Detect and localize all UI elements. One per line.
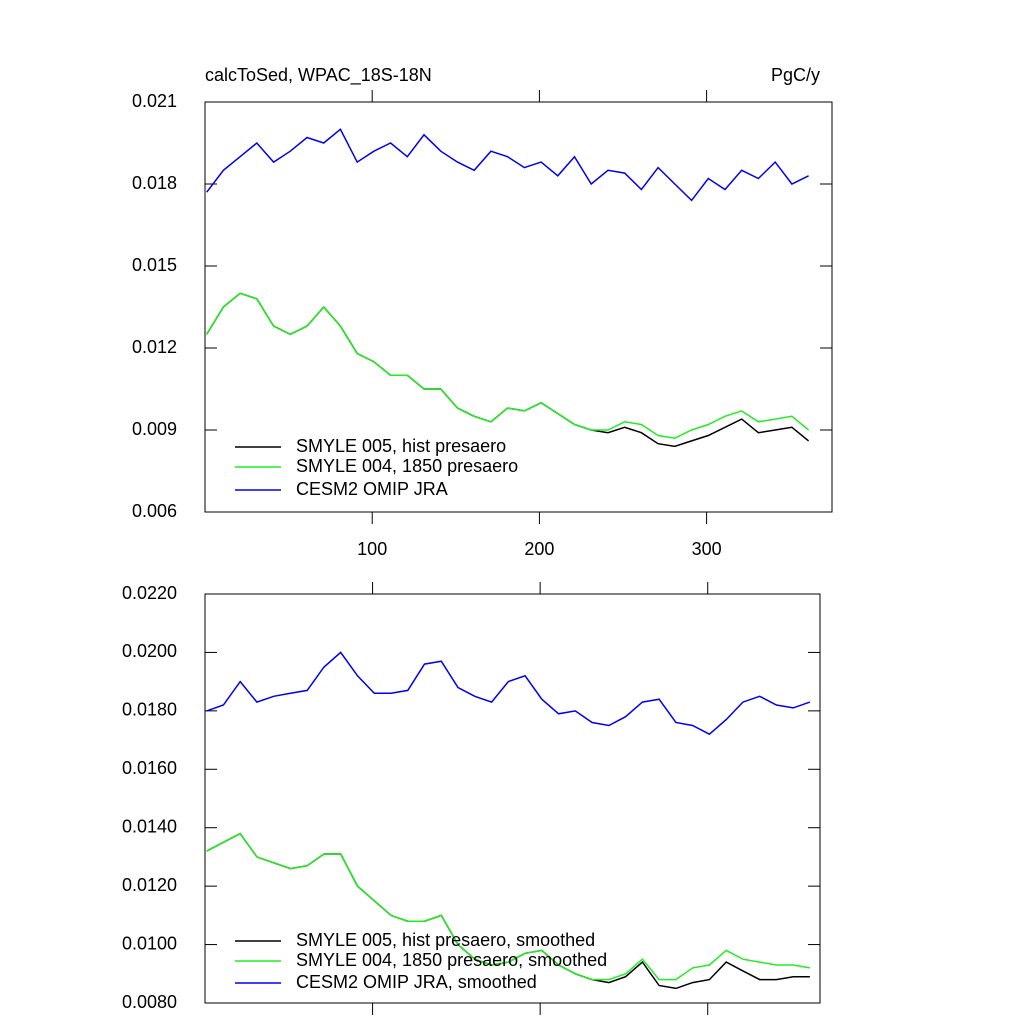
y-tick-label: 0.0100	[122, 933, 177, 953]
y-tick-label: 0.0160	[122, 758, 177, 778]
y-tick-label: 0.018	[132, 173, 177, 193]
y-tick-label: 0.012	[132, 337, 177, 357]
x-tick-label: 200	[524, 539, 554, 559]
legend-label: SMYLE 005, hist presaero, smoothed	[296, 930, 595, 950]
y-tick-label: 0.006	[132, 501, 177, 521]
series-line	[206, 292, 810, 439]
y-tick-label: 0.021	[132, 91, 177, 111]
y-tick-label: 0.0120	[122, 875, 177, 895]
plot-frame	[204, 101, 833, 513]
y-tick-label: 0.0200	[122, 641, 177, 661]
y-tick-label: 0.0220	[122, 583, 177, 603]
series-line	[206, 832, 811, 981]
plot-frame	[204, 593, 821, 1004]
series-line	[206, 292, 810, 448]
legend-label: SMYLE 004, 1850 presaero, smoothed	[296, 950, 607, 970]
y-tick-label: 0.015	[132, 255, 177, 275]
y-tick-label: 0.009	[132, 419, 177, 439]
x-tick-label: 300	[692, 539, 722, 559]
y-tick-label: 0.0180	[122, 700, 177, 720]
y-tick-label: 0.0140	[122, 816, 177, 836]
legend-label: SMYLE 005, hist presaero	[296, 436, 506, 456]
legend-label: SMYLE 004, 1850 presaero	[296, 456, 518, 476]
units-label: PgC/y	[771, 65, 820, 85]
legend-label: CESM2 OMIP JRA	[296, 479, 448, 499]
chart-title: calcToSed, WPAC_18S-18N	[205, 65, 432, 86]
y-tick-label: 0.0080	[122, 992, 177, 1012]
x-tick-label: 100	[357, 539, 387, 559]
legend-label: CESM2 OMIP JRA, smoothed	[296, 972, 537, 992]
series-line	[206, 128, 809, 202]
series-line	[206, 651, 811, 736]
